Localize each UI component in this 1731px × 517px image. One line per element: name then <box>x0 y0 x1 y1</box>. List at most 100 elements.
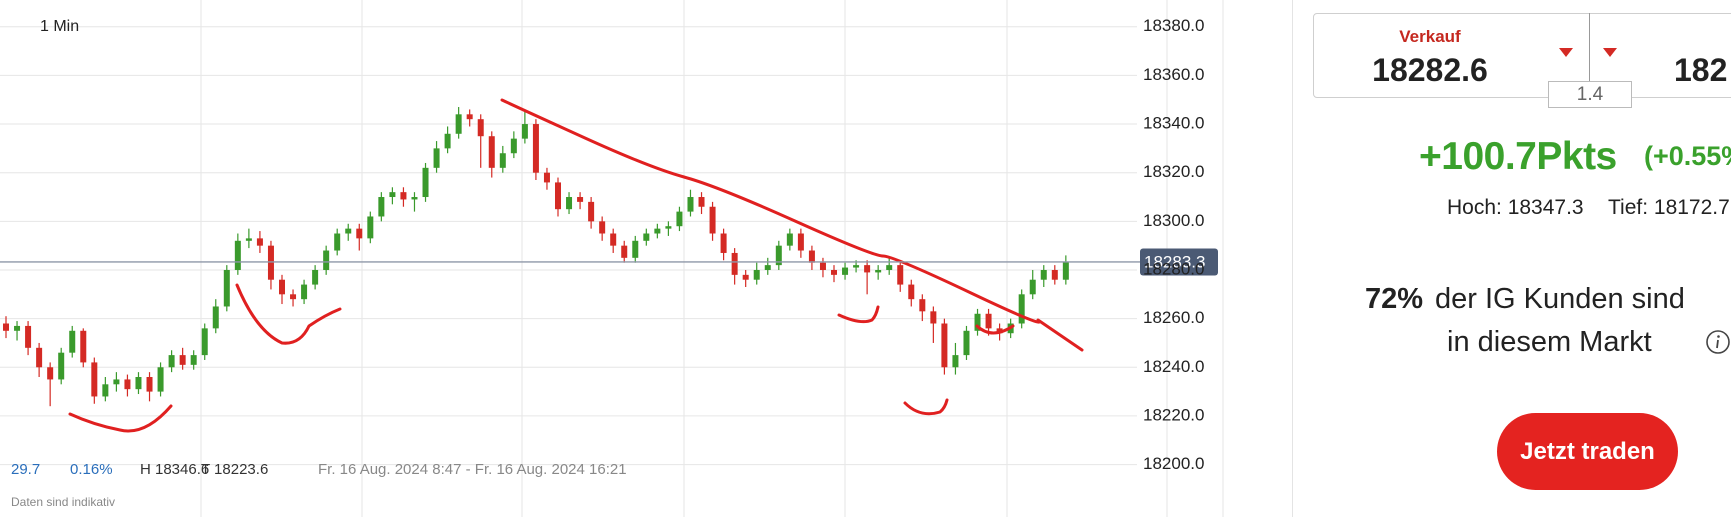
candle-body <box>764 265 771 270</box>
candle-body <box>1018 294 1025 324</box>
annotation-curve <box>68 404 173 433</box>
candle-body <box>234 240 241 270</box>
candle-body <box>279 279 285 295</box>
candle-body <box>588 201 595 222</box>
candle-body <box>543 172 550 183</box>
change-percent: (+0.55% <box>1644 141 1731 171</box>
candle-body <box>698 197 705 207</box>
candle-body <box>742 274 749 280</box>
y-tick-label: 18200.0 <box>1143 454 1204 473</box>
candle-body <box>466 114 473 120</box>
sell-label: Verkauf <box>1399 27 1461 46</box>
down-arrow <box>1603 48 1617 57</box>
sell-price[interactable]: 18282.6 <box>1372 52 1488 88</box>
session-high: H 18346.6 <box>140 461 209 478</box>
candle-body <box>908 284 915 300</box>
y-tick-label: 18220.0 <box>1143 405 1204 424</box>
arrows <box>1559 48 1617 57</box>
candle-body <box>886 265 893 270</box>
candle-body <box>411 197 418 200</box>
trend-line <box>500 98 1084 352</box>
annotations <box>68 98 1084 433</box>
candle-body <box>1040 269 1047 280</box>
candle-body <box>334 233 341 251</box>
candle-body <box>786 233 793 246</box>
candle-body <box>510 138 517 154</box>
candle-body <box>654 228 661 234</box>
candle-body <box>378 197 385 217</box>
candle-body <box>1029 279 1036 295</box>
annotation-curve <box>903 398 949 416</box>
candle-body <box>25 325 32 348</box>
y-tick-label: 18280.0 <box>1143 259 1204 278</box>
candle-body <box>69 330 76 353</box>
y-tick-label: 18300.0 <box>1143 211 1204 230</box>
candle-body <box>345 228 352 234</box>
candle-body <box>113 379 120 385</box>
y-tick-label: 18260.0 <box>1143 308 1204 327</box>
last-price-label: 18283.3 <box>1144 252 1205 271</box>
candle-body <box>720 233 727 253</box>
candle-body <box>610 233 617 246</box>
candle-body <box>676 211 683 227</box>
candle-body <box>665 226 672 229</box>
candle-body <box>179 355 186 365</box>
candle-body <box>290 294 297 300</box>
y-tick-label: 18340.0 <box>1143 114 1204 133</box>
candle-body <box>102 384 109 397</box>
candle-body <box>753 269 760 280</box>
candle-body <box>974 313 981 331</box>
candle-body <box>952 355 959 368</box>
candle-body <box>14 325 21 331</box>
candle-body <box>919 299 926 312</box>
candle-body <box>433 148 440 168</box>
candle-body <box>1062 261 1069 280</box>
down-arrow <box>1559 48 1573 57</box>
candle-body <box>58 352 65 380</box>
change-points: +100.7Pkts <box>1419 135 1617 178</box>
annotation-curve <box>235 283 342 345</box>
candle-body <box>168 355 175 368</box>
candle-body <box>985 313 992 329</box>
y-tick-label: 18320.0 <box>1143 162 1204 181</box>
candle-body <box>455 114 462 134</box>
info-icon[interactable] <box>1706 329 1731 355</box>
candle-body <box>124 379 131 390</box>
candle-body <box>555 182 561 210</box>
candle-body <box>1051 269 1058 280</box>
card-divider <box>1589 13 1590 83</box>
candle-body <box>157 367 164 392</box>
candle-body <box>356 228 363 239</box>
annotation-curve <box>837 305 880 324</box>
candle-body <box>212 306 219 329</box>
price-card <box>1313 13 1731 98</box>
candle-body <box>687 197 694 212</box>
candle-body <box>842 267 849 275</box>
y-tick-label: 18360.0 <box>1143 65 1204 84</box>
candle-body <box>135 377 142 390</box>
candle-body <box>566 197 573 210</box>
y-tick-label: 18240.0 <box>1143 357 1204 376</box>
candle-body <box>963 330 970 356</box>
candle-body <box>3 323 9 331</box>
candle-body <box>312 269 319 285</box>
candle-body <box>36 347 43 368</box>
trade-button[interactable]: Jetzt traden <box>1497 413 1678 490</box>
change-pct: 0.16% <box>70 461 113 478</box>
sentiment-text: in diesem Markt <box>1447 326 1652 358</box>
candle-body <box>488 136 495 168</box>
candle-body <box>245 238 252 241</box>
candle-body <box>532 124 539 173</box>
candle-body <box>819 262 826 270</box>
candle-body <box>256 238 263 246</box>
candle-body <box>875 269 882 273</box>
timeframe: 1 Min <box>40 18 79 35</box>
last-price-box <box>1140 248 1218 276</box>
spread: 1.4 <box>1548 81 1632 108</box>
change: 29.7 <box>11 461 40 478</box>
candle-body <box>267 245 274 280</box>
candle-body <box>201 328 208 356</box>
time-grid <box>200 0 1224 517</box>
buy-price[interactable]: 182 <box>1674 52 1728 88</box>
